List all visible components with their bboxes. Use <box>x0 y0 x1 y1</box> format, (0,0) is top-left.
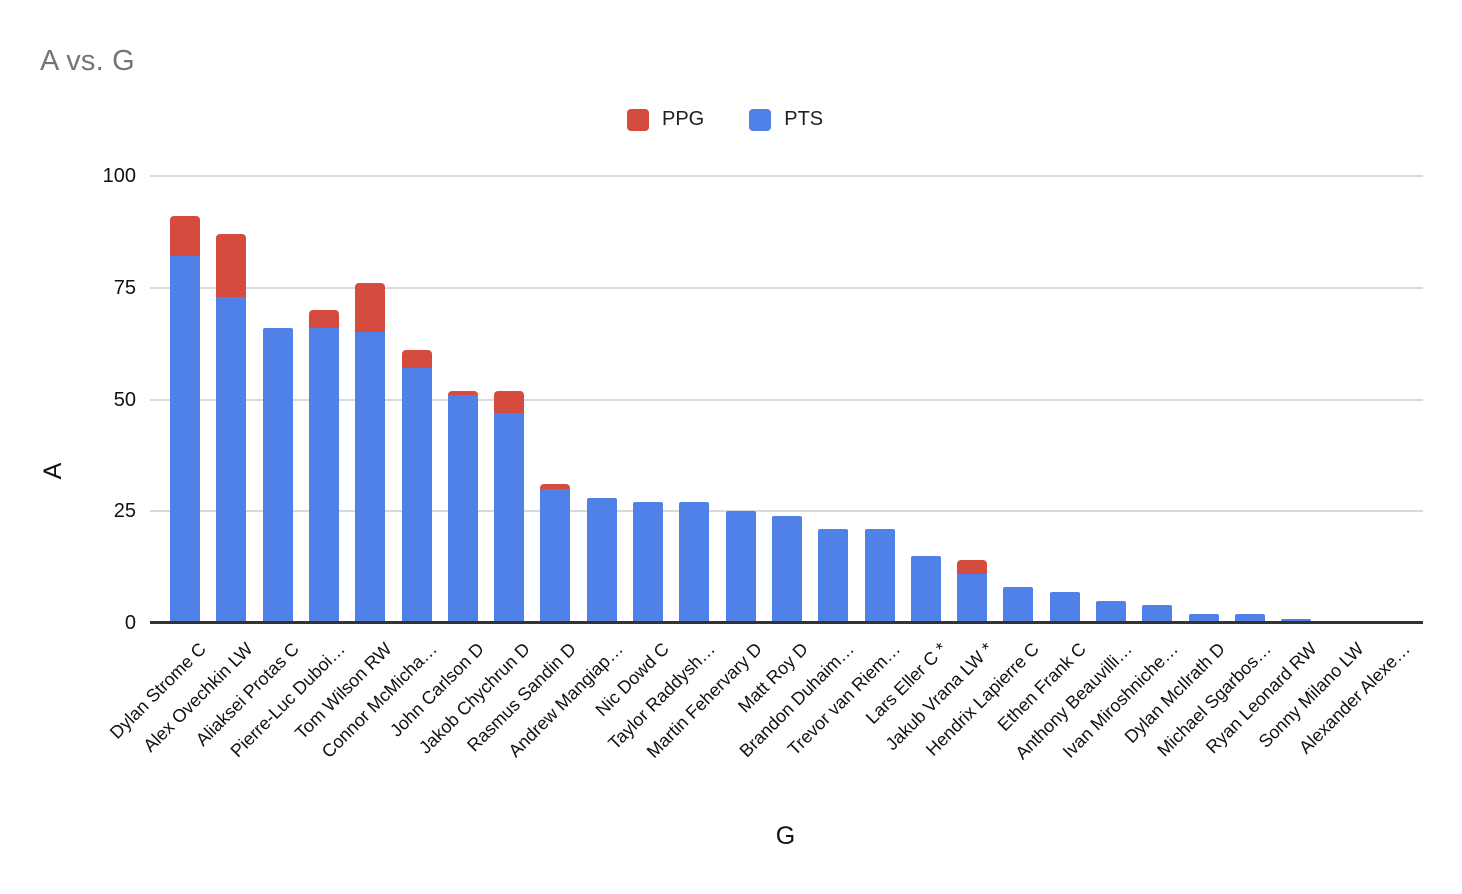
legend-swatch-ppg-icon <box>627 108 649 131</box>
y-tick-75: 75 <box>113 276 136 299</box>
bar-alex-ovechkin-lw-ppg <box>216 234 247 297</box>
gridline-100 <box>150 175 1423 177</box>
bar-john-carlson-d-pts <box>447 395 478 623</box>
legend-label-pts: PTS <box>784 108 824 130</box>
bar-matt-roy-d-pts <box>771 515 802 623</box>
bar-ivan-miroshniche-pts <box>1142 605 1173 623</box>
bar-ryan-leonard-rw-pts <box>1281 618 1312 623</box>
bar-tom-wilson-rw-ppg <box>355 283 386 333</box>
bar-connor-mcmicha-pts <box>401 368 432 623</box>
bar-martin-fehervary-d-pts <box>725 511 756 623</box>
bar-jakub-vrana-lw-ppg <box>957 560 988 574</box>
bar-trevor-van-riem-pts <box>864 529 895 623</box>
chart-title: A vs. G <box>40 45 135 77</box>
legend-item-pts: PTS <box>749 108 823 131</box>
bar-pierre-luc-duboi-ppg <box>308 310 339 328</box>
gridline-50 <box>150 398 1423 401</box>
y-tick-100: 100 <box>102 165 136 187</box>
legend-swatch-pts-icon <box>749 108 772 131</box>
bar-john-carlson-d-ppg <box>447 390 478 396</box>
x-axis-title: G <box>775 822 796 850</box>
y-tick-0: 0 <box>124 612 136 634</box>
bar-ethen-frank-c-pts <box>1049 591 1080 623</box>
chart-legend: PPG PTS <box>627 108 823 131</box>
bar-dylan-strome-c-pts <box>170 256 200 623</box>
bar-jakob-chychrun-d-pts <box>494 412 525 623</box>
bar-andrew-mangiap-pts <box>586 497 617 623</box>
bar-aliaksei-protas-c-pts <box>262 327 293 623</box>
bar-alex-ovechkin-lw-pts <box>216 296 247 623</box>
legend-item-ppg: PPG <box>627 108 704 131</box>
y-tick-50: 50 <box>113 388 136 411</box>
bar-rasmus-sandin-d-ppg <box>540 484 571 489</box>
bar-taylor-raddysh-pts <box>679 502 710 623</box>
gridline-75 <box>150 286 1423 289</box>
bar-jakub-vrana-lw-pts <box>957 573 988 623</box>
bar-hendrix-lapierre-c-pts <box>1003 587 1034 623</box>
bar-lars-eller-c-pts <box>910 555 941 623</box>
bar-michael-sgarbos-pts <box>1234 614 1265 623</box>
bar-brandon-duhaim-pts <box>818 529 849 623</box>
legend-label-ppg: PPG <box>662 108 705 130</box>
gridline-25 <box>150 510 1423 513</box>
bar-rasmus-sandin-d-pts <box>540 488 571 623</box>
bar-pierre-luc-duboi-pts <box>308 327 339 623</box>
y-tick-25: 25 <box>113 500 136 523</box>
bar-jakob-chychrun-d-ppg <box>494 390 525 413</box>
bar-dylan-strome-c-ppg <box>170 216 200 257</box>
bar-dylan-mcilrath-d-pts <box>1188 614 1219 623</box>
bar-tom-wilson-rw-pts <box>355 332 386 623</box>
bar-anthony-beauvilli-pts <box>1096 600 1126 623</box>
x-axis-line <box>150 621 1423 624</box>
bar-nic-dowd-c-pts <box>633 502 663 623</box>
bar-connor-mcmicha-ppg <box>401 350 432 369</box>
